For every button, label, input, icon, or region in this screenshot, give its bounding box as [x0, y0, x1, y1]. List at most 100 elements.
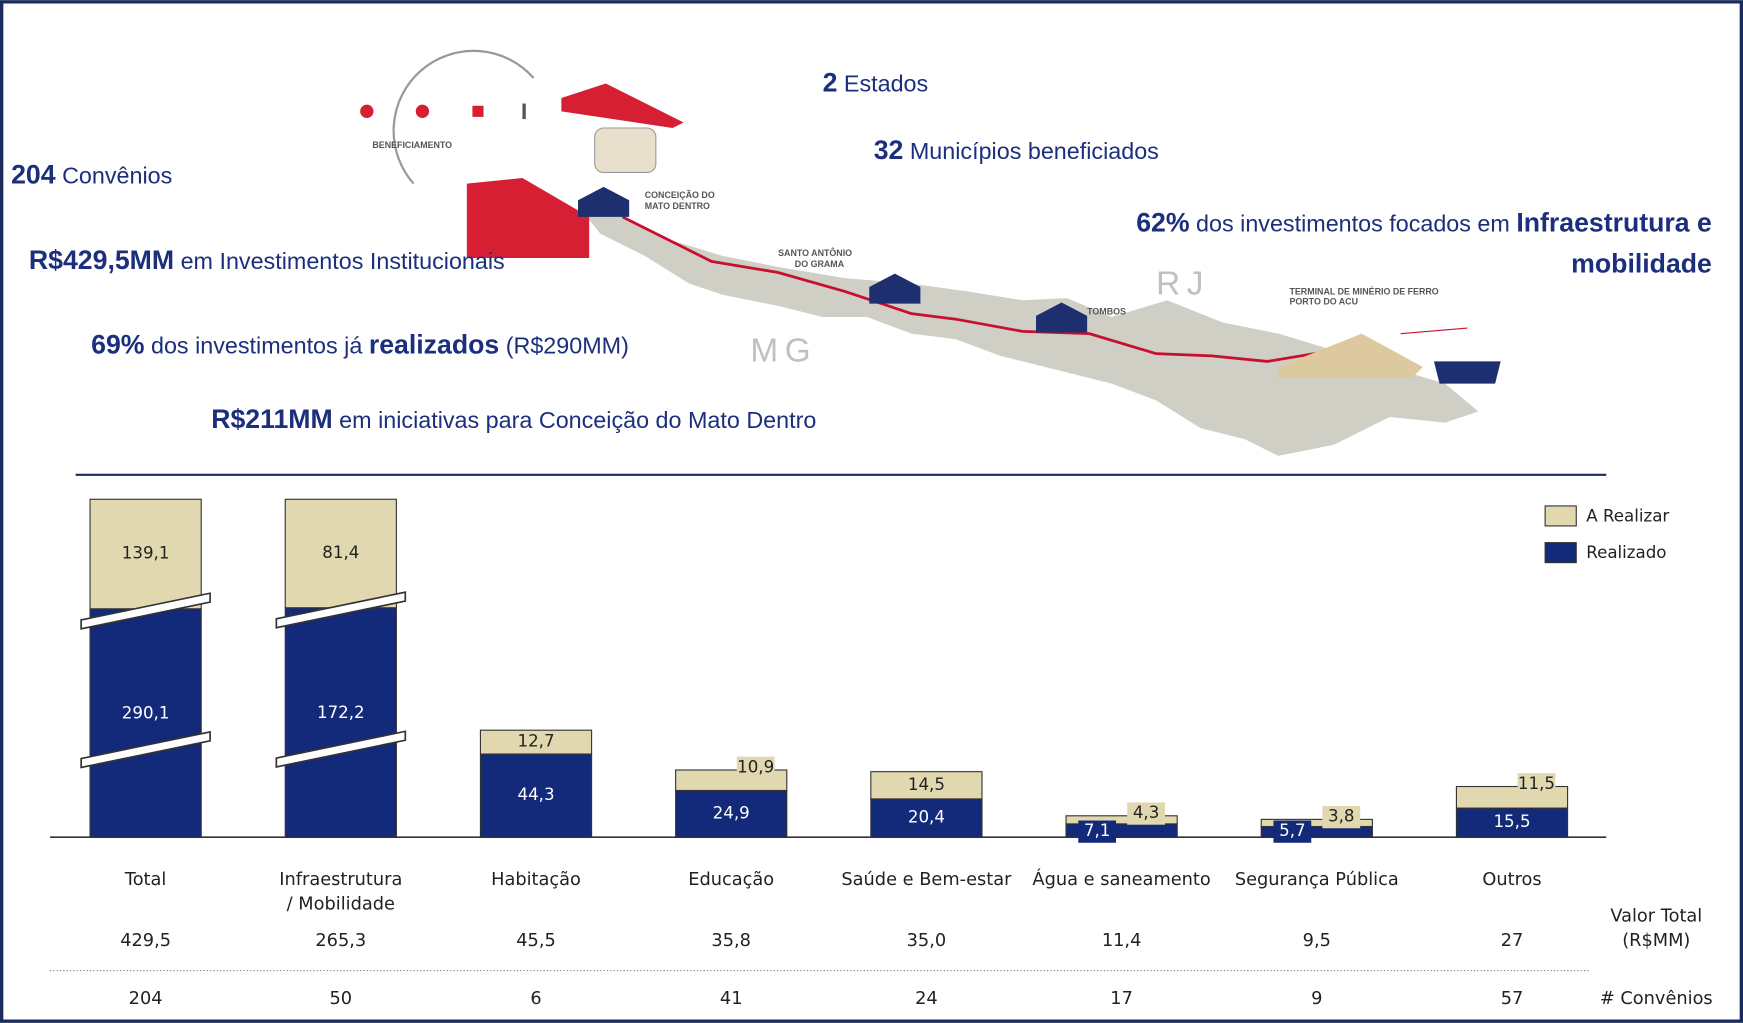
table-cell: 265,3	[315, 930, 366, 951]
highlight-text: em iniciativas para Conceição do Mato De…	[333, 407, 817, 433]
x-tick-label: Infraestrutura / Mobilidade	[279, 869, 402, 914]
highlight: 2 Estados	[823, 67, 929, 97]
highlight: mobilidade	[1571, 249, 1712, 279]
state-label: RJ	[1156, 266, 1210, 303]
legend-label: A Realizar	[1586, 507, 1669, 526]
map-label: BENEFICIAMENTO	[372, 140, 452, 150]
label-box	[1517, 773, 1556, 796]
data-label: 81,4	[322, 543, 359, 562]
highlight-figure: 69%	[91, 330, 144, 360]
highlight-figure: 204	[11, 160, 56, 190]
processing-plant	[594, 127, 657, 174]
axis-break	[80, 592, 211, 630]
bar-segment	[675, 789, 788, 838]
bar-segment	[870, 798, 983, 838]
x-tick-label: Habitação	[491, 869, 581, 890]
cycle-arrow	[392, 49, 535, 185]
mine	[466, 178, 590, 259]
conveyor	[1400, 327, 1468, 335]
table-cell: 9,5	[1303, 930, 1331, 951]
mine-top	[561, 83, 684, 128]
x-tick-label: Saúde e Bem-estar	[841, 869, 1012, 890]
data-label: 290,1	[122, 704, 170, 723]
highlight-text: em Investimentos Institucionais	[174, 248, 505, 274]
chart: 290,1 139,1 Total 429,5 204 172,2 81,4 Infraest…	[50, 498, 1713, 1009]
label-box	[1127, 802, 1165, 825]
map-label: DO GRAMA	[795, 259, 845, 269]
table-cell: 17	[1110, 988, 1133, 1009]
legend-label: Realizado	[1586, 543, 1666, 562]
highlight-text: dos investimentos focados em	[1190, 210, 1517, 236]
x-tick-label: Segurança Pública	[1235, 869, 1399, 890]
data-label: 44,3	[517, 785, 554, 804]
bar-segment	[479, 753, 593, 838]
map-illustration: BENEFICIAMENTO CONCEIÇÃO DO MATO DENTRO …	[360, 49, 1501, 456]
table-row-label: # Convênios	[1600, 988, 1713, 1009]
x-tick-label: Água e saneamento	[1032, 868, 1210, 890]
ship	[1433, 361, 1501, 384]
label-box	[1273, 820, 1312, 843]
data-label: 139,1	[122, 544, 170, 563]
bar-segment	[284, 607, 397, 838]
table-cell: 35,0	[907, 930, 947, 951]
bar-segment	[89, 608, 202, 838]
x-tick-label: Educação	[688, 869, 774, 890]
data-label: 15,5	[1493, 812, 1530, 831]
bar-segment	[479, 729, 593, 755]
label-box	[1078, 820, 1117, 843]
data-label: 4,3	[1133, 803, 1160, 822]
ore-pile	[1278, 333, 1423, 379]
axis-break	[275, 591, 407, 629]
bar-segment	[1260, 818, 1373, 828]
highlight-figure: R$429,5MM	[29, 245, 174, 275]
table-cell: 45,5	[516, 930, 556, 951]
table-cell: 11,4	[1102, 930, 1142, 951]
stations	[578, 186, 1088, 333]
label-box	[736, 756, 775, 779]
data-label: 172,2	[317, 703, 365, 722]
highlight: R$211MM em iniciativas para Conceição do…	[211, 404, 816, 434]
table-cell: 429,5	[120, 930, 171, 951]
state-label: MG	[750, 332, 817, 369]
highlight-figure: 32	[874, 135, 904, 165]
legend-swatch	[1544, 505, 1577, 527]
highlight-text: (R$290MM)	[499, 333, 629, 359]
map-label: SANTO ANTÔNIO	[778, 247, 852, 258]
table-cell: 6	[530, 988, 541, 1009]
highlight-text: Municípios beneficiados	[903, 138, 1158, 164]
data-label: 12,7	[517, 732, 554, 751]
label-box	[1322, 806, 1361, 829]
map-label: TERMINAL DE MINÉRIO DE FERRO	[1289, 287, 1438, 297]
table-cell: 41	[720, 988, 743, 1009]
highlight: 62% dos investimentos focados em Infraes…	[1136, 207, 1712, 237]
table-cell: 27	[1501, 930, 1524, 951]
highlight-figure: mobilidade	[1571, 249, 1712, 279]
table-cell: 24	[915, 988, 938, 1009]
table-cell: 57	[1501, 988, 1524, 1009]
highlight-figure: R$211MM	[211, 404, 333, 434]
axis-break	[80, 730, 211, 769]
highlight-figure: 62%	[1136, 207, 1189, 237]
map-label: TOMBOS	[1087, 307, 1126, 317]
map-label: PORTO DO ACU	[1289, 297, 1358, 307]
bar-segment	[89, 498, 202, 610]
table-cell: 50	[330, 988, 353, 1009]
highlight: 32 Municípios beneficiados	[874, 135, 1159, 165]
data-label: 5,7	[1279, 821, 1306, 840]
bar-segment	[1065, 815, 1178, 825]
data-label: 24,9	[713, 803, 750, 822]
highlight-text: dos investimentos já	[145, 333, 369, 359]
bar-segment	[1455, 807, 1569, 838]
axis-break	[275, 730, 407, 768]
data-label: 10,9	[737, 757, 774, 776]
highlight-figure: 2	[823, 67, 838, 97]
highlight: 204 Convênios	[11, 160, 172, 190]
bar-segment	[284, 498, 397, 609]
table-row-label: Valor Total (R$MM)	[1610, 906, 1702, 951]
data-label: 20,4	[908, 808, 945, 827]
data-label: 11,5	[1518, 774, 1555, 793]
map-label: MATO DENTRO	[645, 201, 710, 211]
x-tick-label: Total	[124, 869, 167, 890]
